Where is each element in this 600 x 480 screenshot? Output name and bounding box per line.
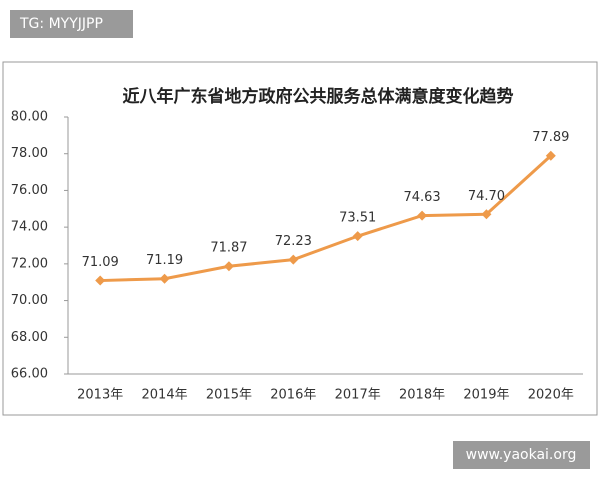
y-tick-label: 78.00 [11, 146, 48, 161]
data-label: 71.19 [146, 253, 183, 268]
data-label: 77.89 [532, 130, 569, 145]
marker [159, 273, 170, 284]
watermark: TG: MYYJJPP [19, 16, 103, 32]
data-label: 74.70 [468, 189, 505, 204]
x-tick-label: 2018年 [399, 388, 445, 403]
y-tick-label: 66.00 [11, 367, 48, 382]
y-tick-label: 80.00 [11, 110, 48, 125]
watermark: www.yaokai.org [466, 447, 577, 463]
marker [288, 254, 299, 265]
chart-title: 近八年广东省地方政府公共服务总体满意度变化趋势 [123, 86, 514, 107]
line [100, 154, 552, 283]
x-tick-label: 2016年 [270, 388, 316, 403]
y-tick-label: 70.00 [11, 293, 48, 308]
data-label: 72.23 [275, 234, 312, 249]
marker [481, 209, 492, 220]
watermark-box [10, 10, 133, 38]
marker [352, 231, 363, 242]
data-label: 74.63 [403, 190, 440, 205]
y-tick-label: 74.00 [11, 220, 48, 235]
marker [417, 210, 428, 221]
y-tick-label: 72.00 [11, 256, 48, 271]
watermark-box [453, 441, 590, 469]
data-label: 71.09 [82, 255, 119, 270]
x-tick-label: 2014年 [142, 388, 188, 403]
x-tick-label: 2013年 [77, 388, 123, 403]
y-tick-label: 76.00 [11, 183, 48, 198]
x-tick-label: 2020年 [528, 388, 574, 403]
data-label: 73.51 [339, 211, 376, 226]
x-tick-label: 2017年 [335, 388, 381, 403]
data-label: 71.87 [210, 241, 247, 256]
x-tick-label: 2019年 [463, 388, 509, 403]
marker [223, 261, 234, 272]
marker [95, 275, 106, 286]
y-tick-label: 68.00 [11, 330, 48, 345]
chart-frame [2, 61, 598, 416]
x-tick-label: 2015年 [206, 388, 252, 403]
marker [545, 150, 556, 161]
